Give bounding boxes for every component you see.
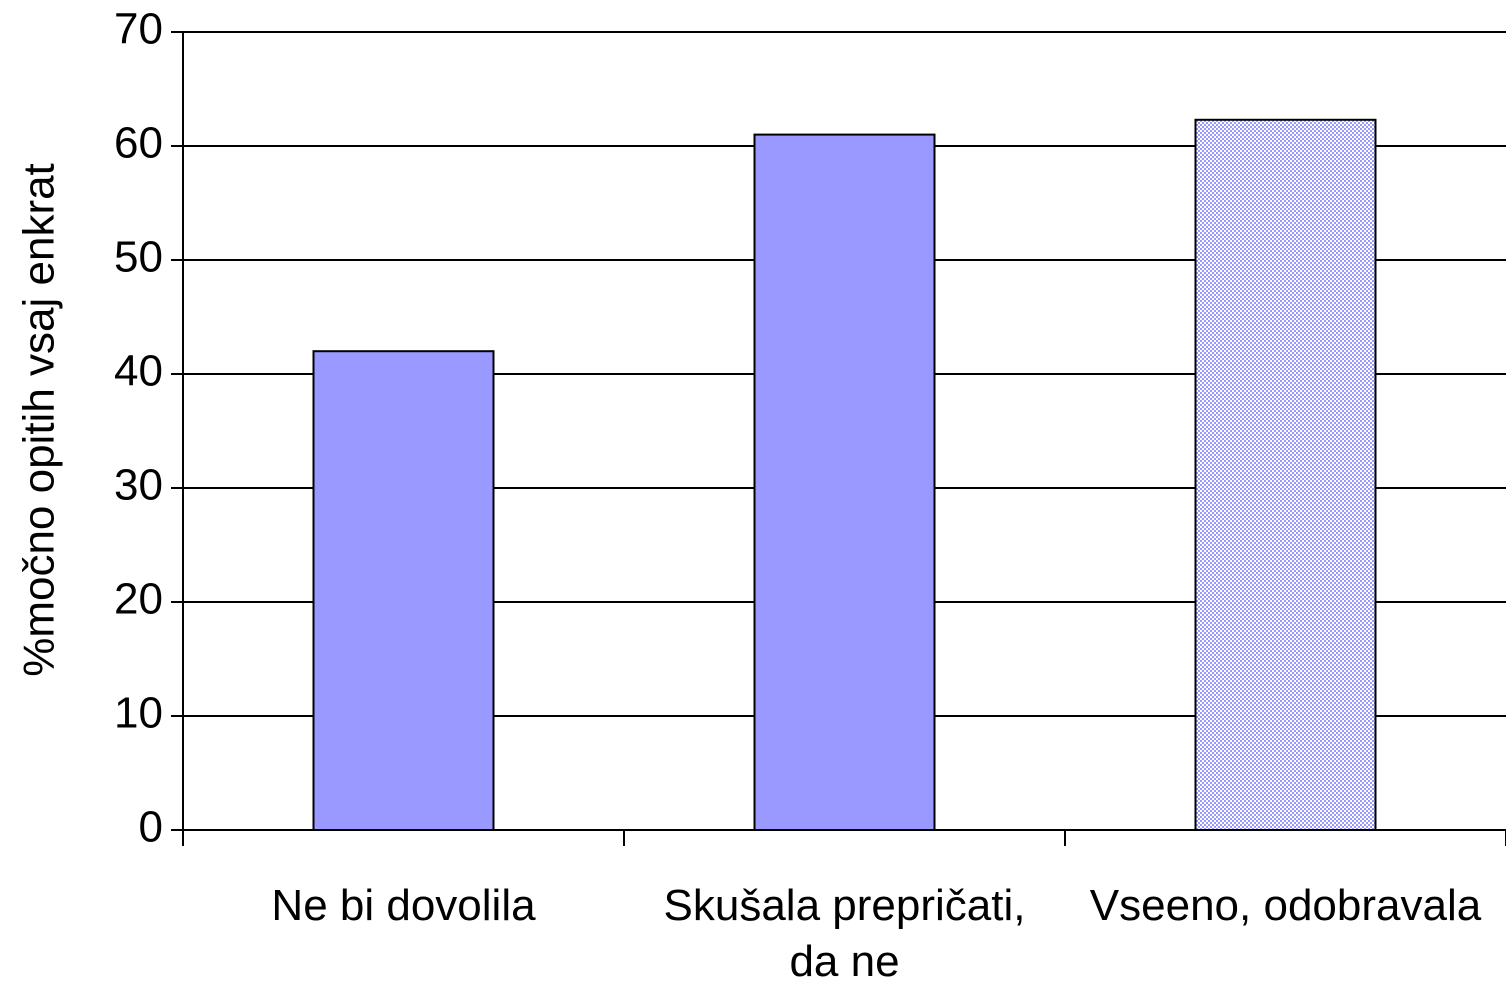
x-tick-label: Skušala prepričati, da ne <box>663 881 1026 985</box>
bar <box>312 350 495 831</box>
x-tick-label: Vseeno, odobravala <box>1089 881 1482 930</box>
y-tick-label: 0 <box>139 803 163 852</box>
x-tick-label: Ne bi dovolila <box>271 881 536 930</box>
y-tick-label: 60 <box>114 119 163 168</box>
y-tick-label: 30 <box>114 461 163 510</box>
y-tick-label: 50 <box>114 233 163 282</box>
bar <box>1194 118 1377 831</box>
y-tick-label: 20 <box>114 575 163 624</box>
y-tick-label: 40 <box>114 347 163 396</box>
y-tick-label: 70 <box>114 5 163 54</box>
y-tick-label: 10 <box>114 689 163 738</box>
bar <box>753 133 936 832</box>
y-axis-label: %močno opitih vsaj enkrat <box>15 163 64 677</box>
